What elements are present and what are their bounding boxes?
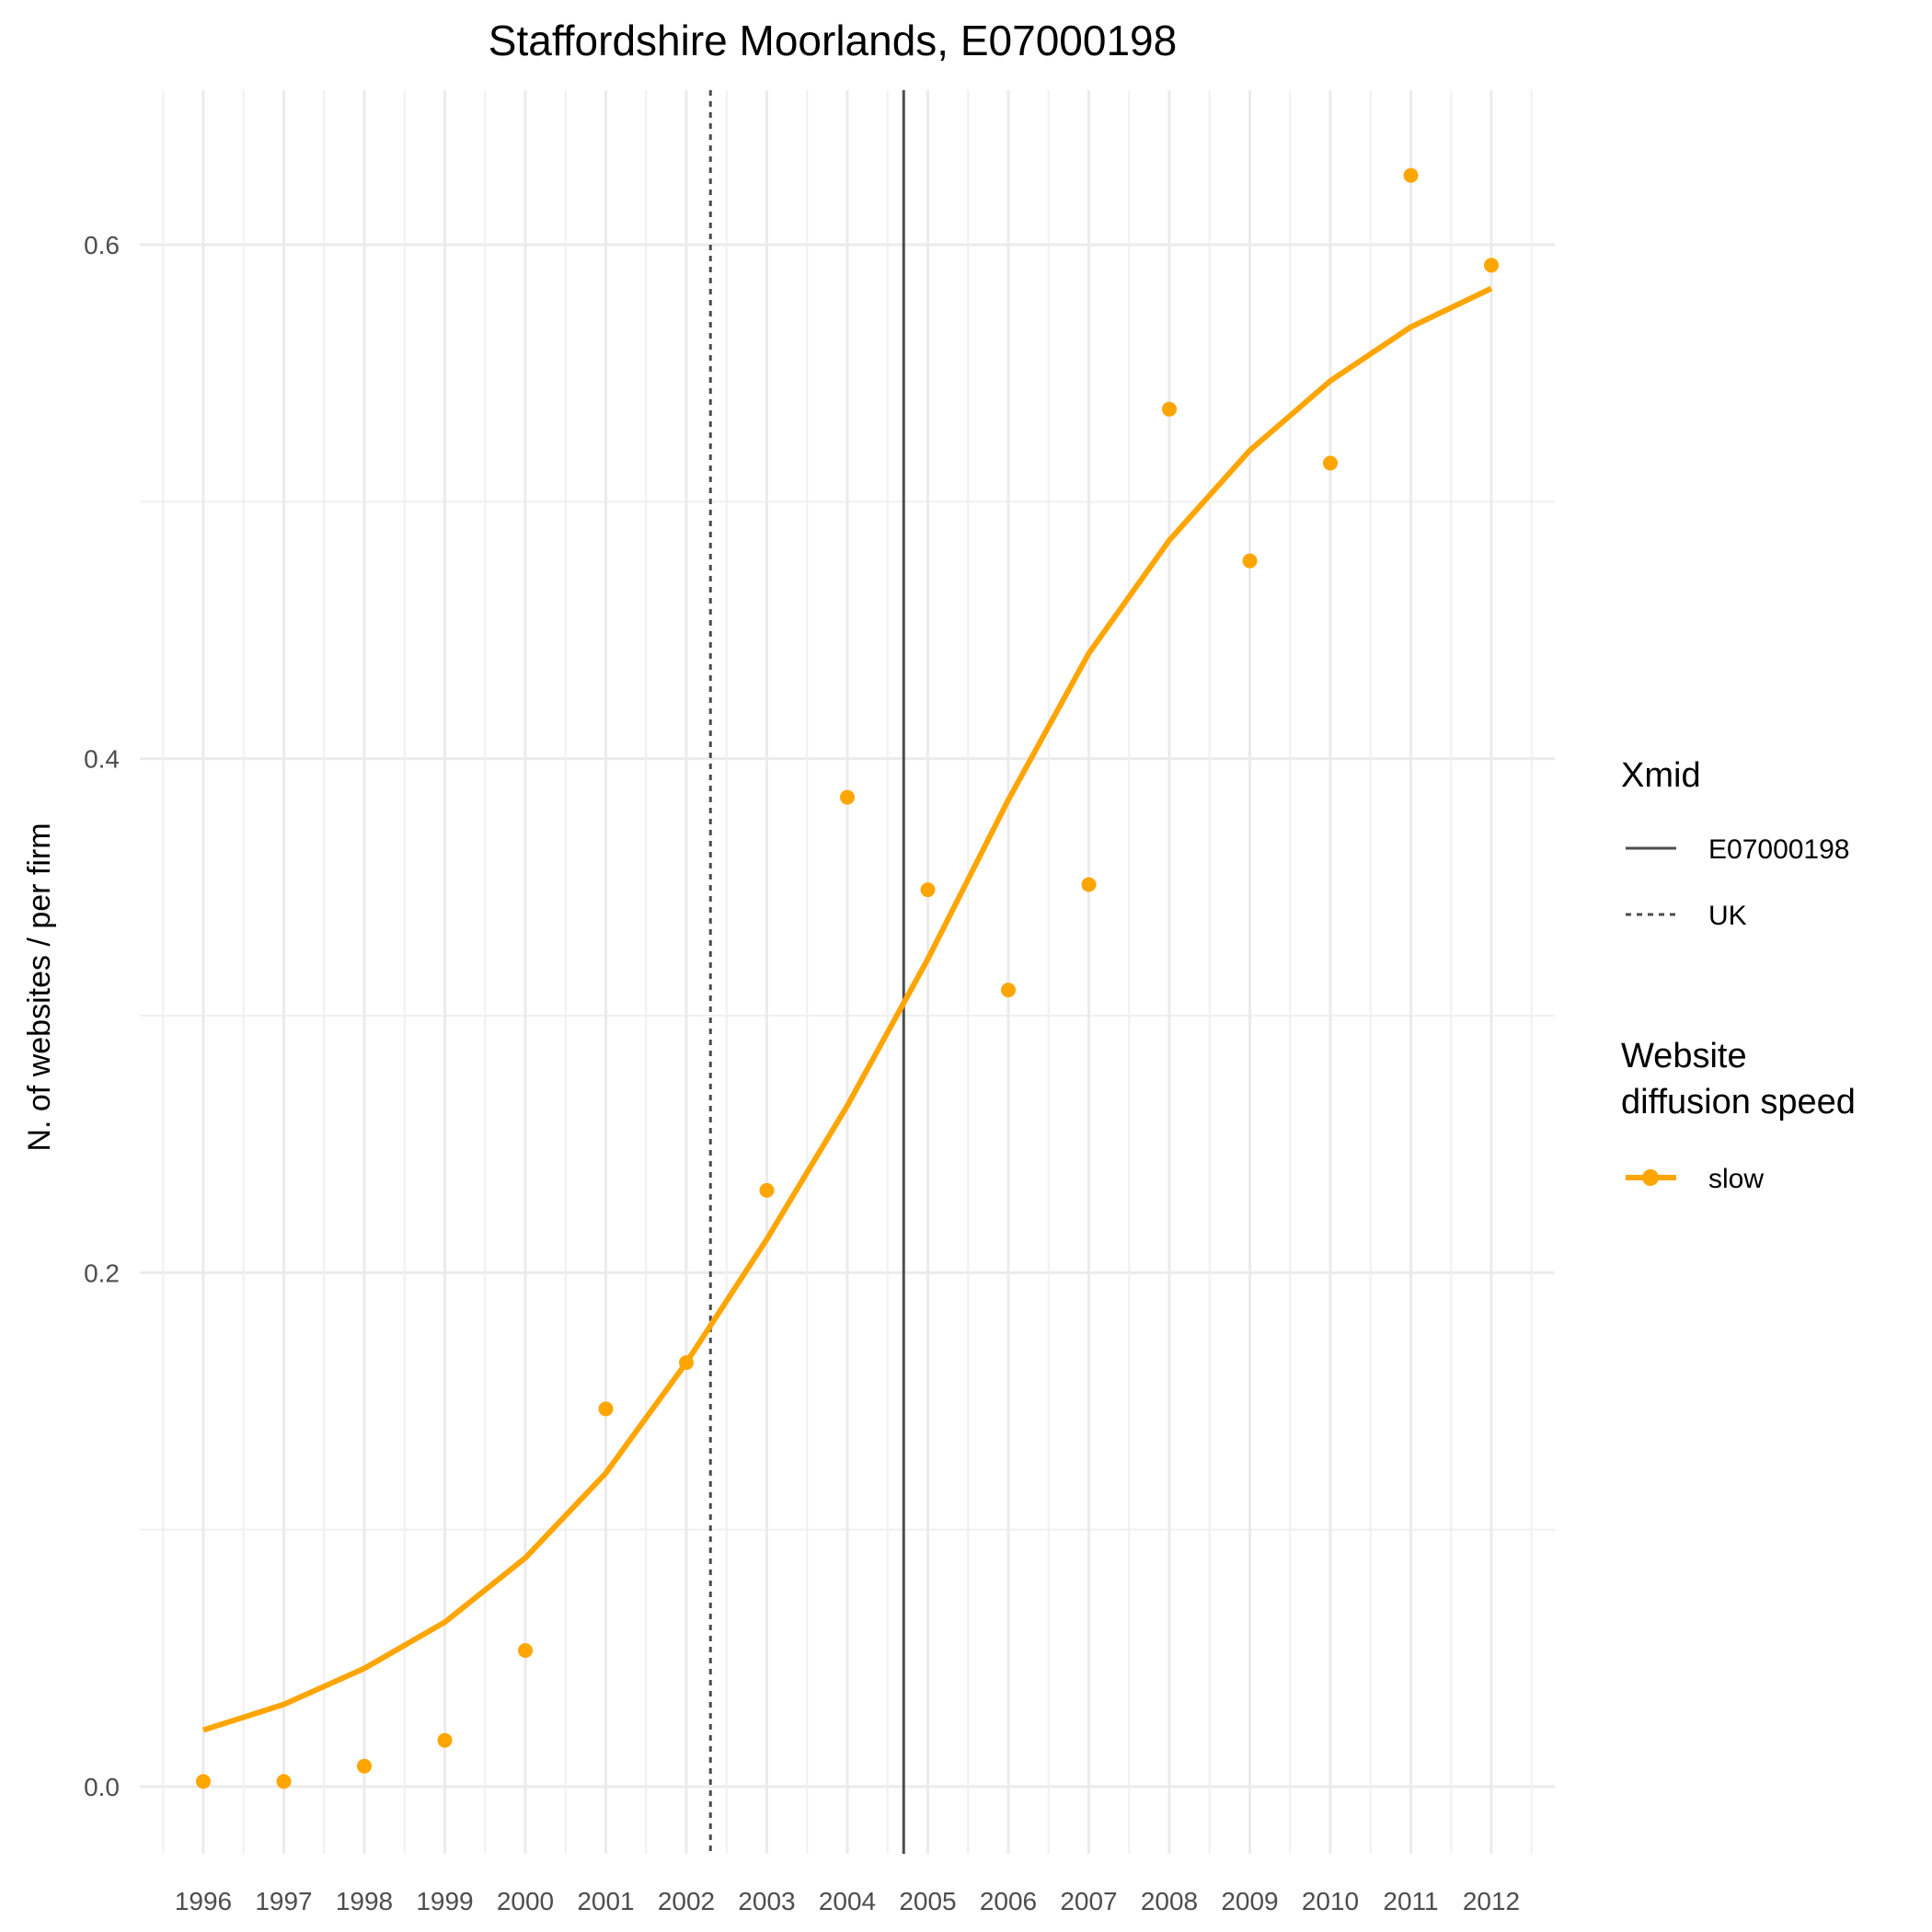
legend: Xmid E07000198 UK Website diffusion spee… <box>1621 756 1856 1194</box>
data-point <box>1081 877 1097 892</box>
data-point <box>437 1732 453 1748</box>
legend-title-speed-line1: Website <box>1621 1037 1747 1075</box>
x-tick-label: 2010 <box>1302 1887 1359 1915</box>
y-axis-label: N. of websites / per firm <box>22 822 57 1151</box>
x-tick-label: 1998 <box>336 1887 393 1915</box>
data-point <box>518 1643 533 1658</box>
data-point <box>1403 167 1419 183</box>
data-point <box>1484 258 1499 273</box>
x-tick-label: 2007 <box>1060 1887 1117 1915</box>
y-tick-label: 0.6 <box>84 231 120 259</box>
data-point <box>357 1758 372 1774</box>
legend-key-slow-point <box>1642 1169 1659 1186</box>
y-tick-label: 0.0 <box>84 1773 120 1801</box>
x-tick-label: 2002 <box>658 1887 715 1915</box>
x-tick-label: 2011 <box>1383 1887 1438 1915</box>
series <box>196 167 1499 1789</box>
x-tick-label: 2008 <box>1141 1887 1198 1915</box>
x-tick-label: 1996 <box>175 1887 232 1915</box>
x-tick-label: 1999 <box>416 1887 473 1915</box>
data-point <box>759 1182 775 1198</box>
x-tick-label: 2006 <box>980 1887 1037 1915</box>
fitted-line-slow <box>202 285 1493 1733</box>
x-tick-label: 2004 <box>819 1887 876 1915</box>
x-tick-label: 2012 <box>1463 1887 1520 1915</box>
data-point <box>679 1355 694 1371</box>
x-tick-label: 2001 <box>577 1887 634 1915</box>
data-point <box>840 789 855 805</box>
data-point <box>1242 553 1258 569</box>
data-point <box>276 1774 292 1789</box>
x-tick-label: 2009 <box>1221 1887 1278 1915</box>
legend-label-slow: slow <box>1708 1164 1764 1194</box>
axis-ticks: 0.0 0.2 0.4 0.6 1996 1997 1998 1999 2000 2001 2002… <box>84 231 1520 1915</box>
data-point <box>196 1774 211 1789</box>
legend-label-uk: UK <box>1708 901 1747 931</box>
x-tick-label: 2005 <box>899 1887 956 1915</box>
chart-title: Staffordshire Moorlands, E07000198 <box>489 17 1177 64</box>
x-tick-label: 2003 <box>738 1887 795 1915</box>
data-point <box>1323 455 1338 471</box>
y-tick-label: 0.2 <box>84 1259 120 1287</box>
data-point <box>598 1401 614 1417</box>
data-point <box>1001 983 1016 998</box>
data-point <box>920 882 936 898</box>
data-point <box>1162 401 1177 417</box>
legend-title-speed-line2: diffusion speed <box>1621 1083 1856 1121</box>
reference-lines <box>708 90 905 1854</box>
grid <box>140 90 1555 1854</box>
legend-label-e07000198: E07000198 <box>1708 834 1850 865</box>
legend-title-xmid: Xmid <box>1621 756 1701 795</box>
x-tick-label: 2000 <box>497 1887 554 1915</box>
x-tick-label: 1997 <box>255 1887 312 1915</box>
y-tick-label: 0.4 <box>84 745 120 774</box>
